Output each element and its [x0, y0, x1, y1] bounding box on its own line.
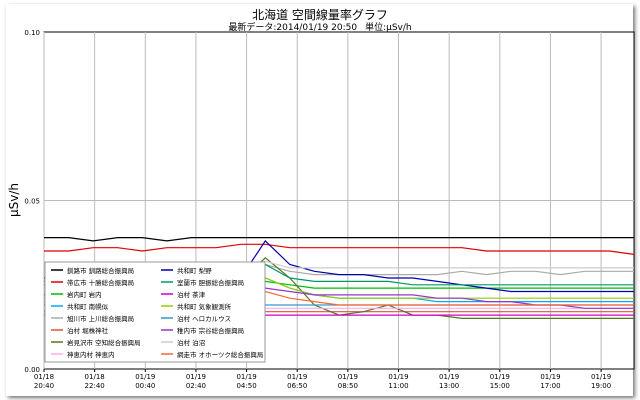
- legend-label: 泊村 堀株神社: [67, 326, 109, 335]
- x-tick-time: 22:40: [85, 382, 105, 390]
- x-tick-date: 01/19: [439, 373, 459, 381]
- legend-label: 泊村 ヘロカルウス: [177, 314, 231, 323]
- x-tick-date: 01/19: [338, 373, 358, 381]
- x-tick-date: 01/19: [287, 373, 307, 381]
- x-tick-date: 01/19: [490, 373, 510, 381]
- x-tick-time: 11:00: [388, 382, 408, 390]
- legend-label: 岩見沢市 空知総合振興局: [67, 338, 141, 347]
- legend-label: 旭川市 上川総合振興局: [67, 314, 134, 323]
- x-tick-date: 01/19: [540, 373, 560, 381]
- legend-label: 泊村 茶津: [177, 290, 206, 299]
- x-tick-date: 01/19: [135, 373, 155, 381]
- legend-label: 岩内町 岩内: [67, 290, 102, 299]
- series-line: [44, 237, 634, 242]
- x-tick-date: 01/19: [236, 373, 256, 381]
- x-tick-time: 04:50: [236, 382, 256, 390]
- y-tick-label: 0.05: [24, 198, 40, 206]
- legend-label: 神恵内村 神恵内: [67, 350, 115, 359]
- x-tick-time: 13:00: [439, 382, 459, 390]
- legend-label: 釧路市 釧路総合振興局: [67, 266, 134, 275]
- legend-label: 室蘭市 胆振総合振興局: [177, 278, 244, 287]
- legend-label: 網走市 オホーツク総合振興局: [177, 350, 263, 359]
- legend-box: [44, 261, 266, 363]
- legend-label: 共和町 南幌似: [67, 302, 109, 311]
- x-tick-time: 02:40: [186, 382, 206, 390]
- chart-subtitle: 最新データ:2014/01/19 20:50 単位:μSv/h: [0, 20, 640, 33]
- x-tick-time: 06:50: [287, 382, 307, 390]
- x-tick-time: 08:50: [338, 382, 358, 390]
- subtitle-updated: 最新データ:2014/01/19 20:50: [228, 23, 358, 33]
- legend-label: 稚内市 宗谷総合振興局: [177, 326, 244, 335]
- x-tick-time: 20:40: [34, 382, 54, 390]
- legend-label: 共和町 気象観測所: [177, 302, 232, 311]
- series-line: [44, 243, 635, 255]
- x-tick-time: 17:00: [540, 382, 560, 390]
- x-tick-date: 01/18: [85, 373, 105, 381]
- y-axis-label: μSv/h: [7, 183, 21, 217]
- y-tick-label: 0.10: [24, 29, 40, 37]
- x-tick-time: 15:00: [490, 382, 510, 390]
- x-tick-time: 19:00: [591, 382, 611, 390]
- x-tick-date: 01/19: [591, 373, 611, 381]
- legend-label: 帯広市 十勝総合振興局: [67, 278, 134, 287]
- y-tick-label: 0.00: [24, 366, 40, 374]
- x-tick-date: 01/19: [388, 373, 408, 381]
- x-tick-date: 01/19: [186, 373, 206, 381]
- x-tick-date: 01/18: [34, 373, 54, 381]
- chart-title: 北海道 空間線量率グラフ: [252, 8, 388, 22]
- legend-label: 泊村 泊沼: [177, 338, 205, 347]
- subtitle-unit: 単位:μSv/h: [365, 23, 412, 33]
- legend-label: 共和町 梨野: [177, 266, 212, 275]
- x-tick-time: 00:40: [135, 382, 155, 390]
